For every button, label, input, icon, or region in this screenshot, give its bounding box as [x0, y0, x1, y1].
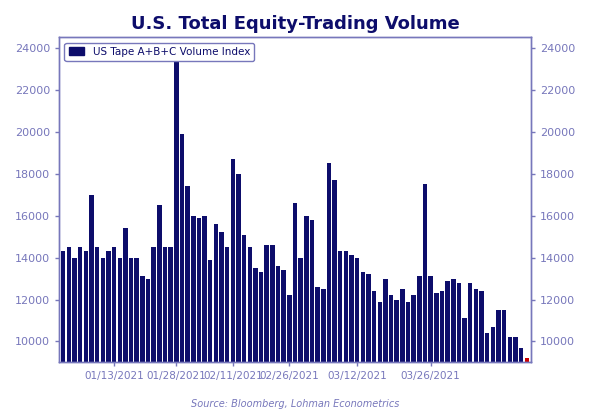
Bar: [276, 266, 280, 413]
Bar: [496, 310, 501, 413]
Bar: [389, 295, 394, 413]
Bar: [225, 247, 230, 413]
Text: Source: Bloomberg, Lohman Econometrics: Source: Bloomberg, Lohman Econometrics: [191, 399, 399, 409]
Title: U.S. Total Equity-Trading Volume: U.S. Total Equity-Trading Volume: [130, 15, 460, 33]
Bar: [253, 268, 258, 413]
Bar: [281, 270, 286, 413]
Bar: [219, 233, 224, 413]
Bar: [423, 184, 427, 413]
Bar: [196, 218, 201, 413]
Bar: [428, 276, 433, 413]
Bar: [123, 228, 127, 413]
Bar: [315, 287, 320, 413]
Bar: [299, 258, 303, 413]
Bar: [73, 258, 77, 413]
Bar: [191, 216, 195, 413]
Bar: [383, 278, 388, 413]
Bar: [163, 247, 167, 413]
Bar: [519, 348, 523, 413]
Bar: [338, 251, 342, 413]
Bar: [95, 247, 99, 413]
Legend: US Tape A+B+C Volume Index: US Tape A+B+C Volume Index: [64, 43, 254, 61]
Bar: [360, 272, 365, 413]
Bar: [457, 283, 461, 413]
Bar: [434, 293, 438, 413]
Bar: [185, 186, 190, 413]
Bar: [327, 163, 331, 413]
Bar: [202, 216, 207, 413]
Bar: [174, 44, 179, 413]
Bar: [214, 224, 218, 413]
Bar: [468, 283, 473, 413]
Bar: [100, 258, 105, 413]
Bar: [135, 258, 139, 413]
Bar: [372, 291, 376, 413]
Bar: [208, 260, 212, 413]
Bar: [491, 327, 495, 413]
Bar: [236, 174, 241, 413]
Bar: [485, 333, 490, 413]
Bar: [78, 247, 83, 413]
Bar: [525, 358, 529, 413]
Bar: [310, 220, 314, 413]
Bar: [168, 247, 173, 413]
Bar: [451, 278, 455, 413]
Bar: [349, 256, 354, 413]
Bar: [259, 272, 263, 413]
Bar: [129, 258, 133, 413]
Bar: [417, 276, 422, 413]
Bar: [502, 310, 506, 413]
Bar: [463, 318, 467, 413]
Bar: [231, 159, 235, 413]
Bar: [355, 258, 359, 413]
Bar: [157, 205, 162, 413]
Bar: [304, 216, 309, 413]
Bar: [106, 251, 111, 413]
Bar: [378, 301, 382, 413]
Bar: [395, 299, 399, 413]
Bar: [67, 247, 71, 413]
Bar: [440, 291, 444, 413]
Bar: [507, 337, 512, 413]
Bar: [343, 251, 348, 413]
Bar: [140, 276, 145, 413]
Bar: [61, 251, 65, 413]
Bar: [264, 245, 269, 413]
Bar: [146, 278, 150, 413]
Bar: [242, 235, 247, 413]
Bar: [321, 289, 326, 413]
Bar: [445, 281, 450, 413]
Bar: [89, 195, 94, 413]
Bar: [270, 245, 275, 413]
Bar: [513, 337, 517, 413]
Bar: [112, 247, 116, 413]
Bar: [180, 134, 184, 413]
Bar: [152, 247, 156, 413]
Bar: [332, 180, 337, 413]
Bar: [400, 289, 405, 413]
Bar: [366, 274, 371, 413]
Bar: [293, 203, 297, 413]
Bar: [479, 291, 484, 413]
Bar: [117, 258, 122, 413]
Bar: [474, 289, 478, 413]
Bar: [287, 295, 291, 413]
Bar: [411, 295, 416, 413]
Bar: [248, 247, 252, 413]
Bar: [406, 301, 410, 413]
Bar: [84, 251, 88, 413]
